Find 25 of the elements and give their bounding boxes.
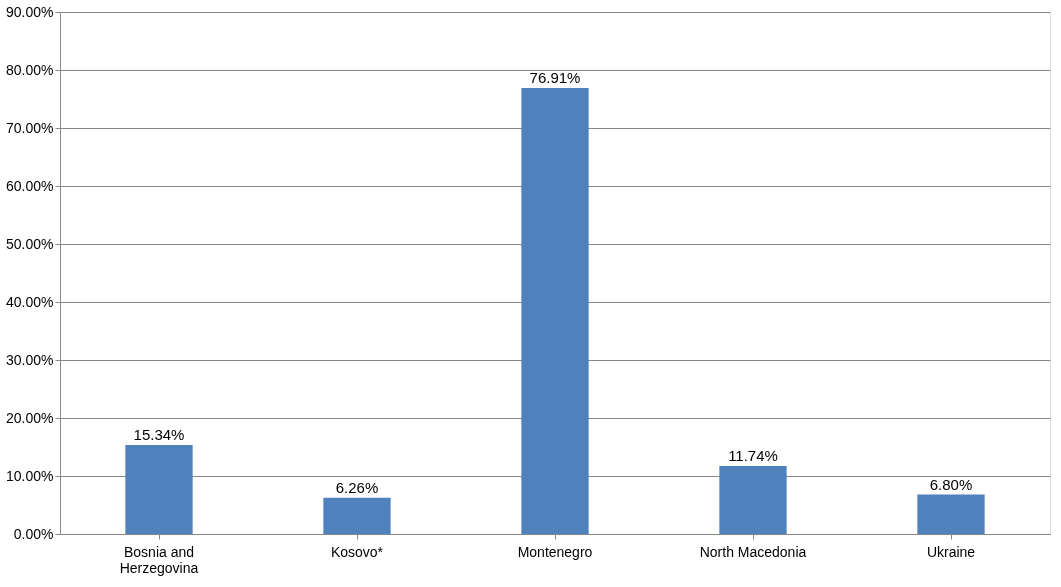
y-tick-label: 0.00%	[13, 525, 54, 542]
y-tick-label: 70.00%	[6, 119, 54, 136]
data-label: 6.80%	[929, 475, 973, 493]
bar	[917, 494, 985, 534]
y-tick-label: 10.00%	[6, 467, 54, 484]
x-tick-label: Ukraine	[926, 543, 976, 560]
y-tick-label: 20.00%	[6, 409, 54, 426]
y-tick-label: 40.00%	[6, 293, 54, 310]
x-tick-label: Kosovo*	[330, 543, 384, 560]
data-label: 15.34%	[133, 426, 185, 444]
bar	[323, 497, 391, 534]
x-tick-label: North Macedonia	[699, 543, 807, 560]
y-tick-label: 80.00%	[6, 61, 54, 78]
y-tick-label: 60.00%	[6, 177, 54, 194]
bar	[719, 465, 787, 534]
bar	[125, 445, 193, 534]
y-tick-label: 30.00%	[6, 351, 54, 368]
bar	[521, 87, 589, 534]
data-label: 11.74%	[728, 446, 778, 464]
data-label: 6.26%	[335, 478, 379, 496]
y-tick-label: 90.00%	[6, 3, 54, 20]
x-tick-label: Montenegro	[517, 543, 593, 560]
x-tick-label: Bosnia and Herzegovina	[119, 543, 199, 576]
y-tick-label: 50.00%	[6, 235, 54, 252]
data-label: 76.91%	[529, 68, 581, 86]
